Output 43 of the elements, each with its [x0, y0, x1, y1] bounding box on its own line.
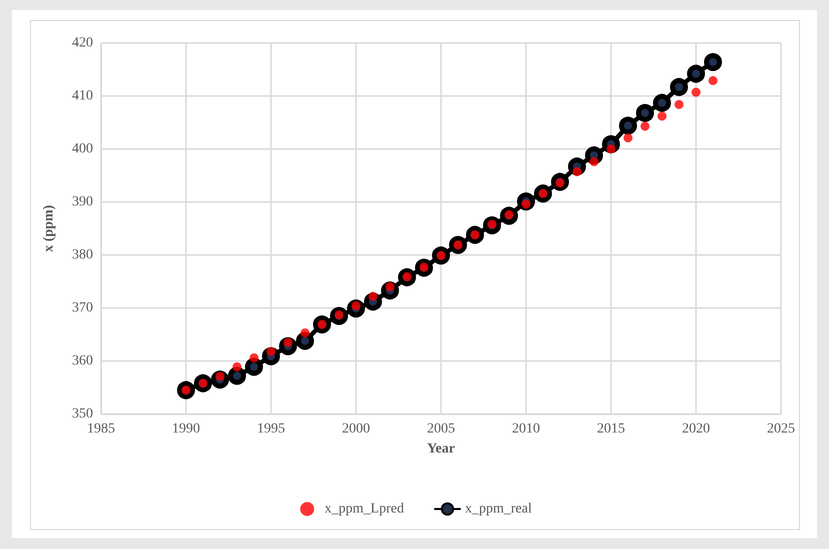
x-tick-label: 2000 [342, 422, 370, 436]
x-tick-label: 2025 [767, 422, 795, 436]
y-tick-label: 390 [72, 194, 93, 210]
point [640, 122, 650, 131]
y-tick-label: 410 [72, 88, 93, 104]
point [368, 292, 378, 301]
point [245, 358, 263, 376]
point [606, 144, 616, 154]
point [228, 366, 246, 385]
point [692, 88, 700, 97]
point [572, 167, 582, 176]
point [624, 133, 632, 142]
x-tick-label: 1990 [172, 422, 200, 436]
x-tick-label: 1995 [257, 422, 285, 436]
point [674, 100, 684, 109]
point [266, 346, 276, 356]
point [704, 53, 722, 72]
y-tick-label: 400 [72, 142, 93, 156]
point [250, 353, 258, 362]
legend-label: x_ppm_Lpred [324, 502, 404, 516]
point [636, 104, 654, 122]
y-tick-label: 370 [72, 300, 93, 316]
point [687, 64, 705, 83]
legend-label: x_ppm_real [464, 502, 532, 516]
x-tick-label: 2020 [682, 422, 710, 436]
x-tick-label: 2005 [427, 422, 455, 436]
point [619, 116, 637, 135]
x-tick-label: 2010 [512, 422, 540, 436]
point [658, 112, 666, 121]
x-tick-label: 1985 [87, 422, 115, 436]
point [232, 362, 242, 372]
point [590, 157, 598, 166]
point [300, 328, 310, 338]
y-tick-label: 380 [72, 248, 93, 262]
y-tick-label: 350 [72, 406, 93, 422]
point [670, 78, 688, 96]
point [653, 94, 671, 112]
x-axis-title: Year [427, 442, 455, 456]
x-tick-label: 2015 [597, 422, 625, 436]
y-axis-title: x (ppm) [42, 204, 56, 252]
y-tick-label: 360 [72, 354, 93, 368]
point [708, 76, 718, 86]
y-tick-label: 420 [72, 36, 93, 50]
